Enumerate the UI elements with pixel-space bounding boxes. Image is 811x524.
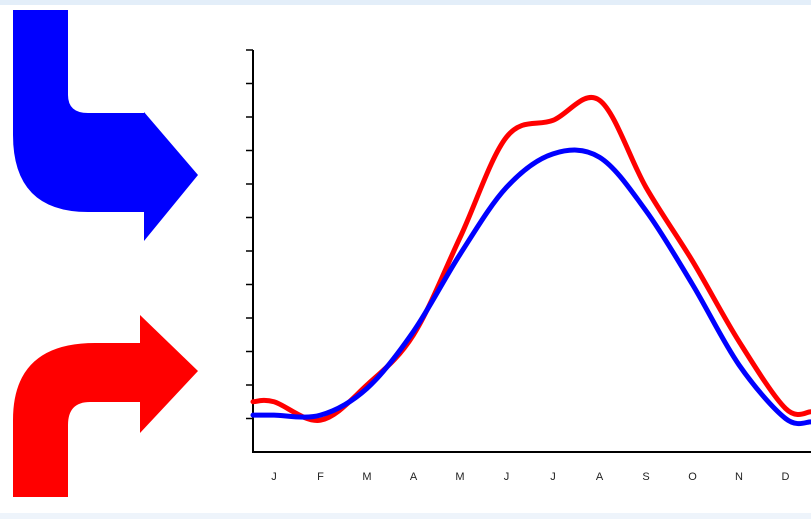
x-tick-label: N [735, 471, 743, 483]
x-tick-label: J [550, 471, 556, 483]
x-tick-label: O [688, 471, 697, 483]
blue-curved-arrow-icon [13, 10, 198, 241]
x-tick-label: D [782, 471, 790, 483]
bottom-strip [0, 513, 811, 519]
x-tick-label: M [362, 471, 371, 483]
blue-series-line [250, 147, 811, 427]
red-curved-arrow-icon [13, 315, 198, 497]
x-tick-label: A [596, 471, 604, 483]
x-tick-label: A [410, 471, 418, 483]
x-tick-label: S [642, 471, 649, 483]
x-tick-label: J [504, 471, 510, 483]
x-tick-label: J [271, 471, 277, 483]
x-tick-label: F [317, 471, 324, 483]
x-tick-label: M [455, 471, 464, 483]
red-series-line [250, 95, 811, 423]
